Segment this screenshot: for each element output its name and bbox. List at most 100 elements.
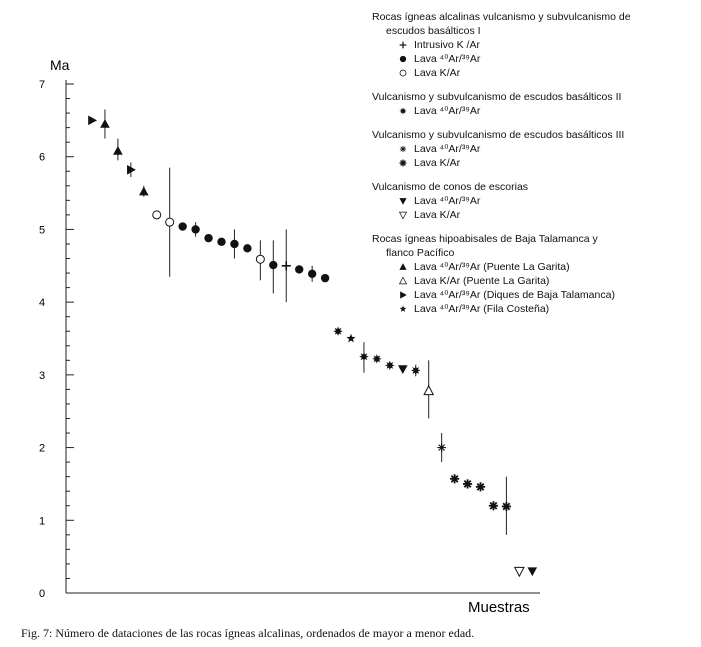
marker-filled-circle [295, 265, 304, 274]
data-point-20 [333, 326, 343, 337]
legend-title-line: escudos basálticos I [386, 25, 481, 37]
legend-entry-label: Lava ⁴⁰Ar/³⁹Ar [414, 105, 481, 117]
data-point-33 [501, 476, 511, 535]
marker-burst [385, 360, 395, 371]
legend-entry-label: Lava ⁴⁰Ar/³⁹Ar (Puente La Garita) [414, 261, 570, 273]
chart: 0 1 2 3 4 5 6 7 Ma Muestras [39, 57, 540, 615]
legend-entry-label: Intrusivo K /Ar [414, 39, 480, 51]
legend-entry: Lava K/Ar [372, 208, 692, 222]
data-point-5 [139, 185, 149, 197]
y-tick-label: 4 [39, 297, 45, 309]
asterisk-bold-icon [399, 159, 407, 167]
figure-caption: Fig. 7: Número de dataciones de las roca… [21, 626, 475, 640]
marker-open-triangle-down [513, 566, 525, 578]
data-point-15 [269, 240, 278, 294]
data-point-8 [178, 222, 187, 231]
star-icon [399, 305, 407, 312]
data-point-9 [191, 222, 200, 237]
legend-group-title: Rocas ígneas alcalinas vulcanismo y subv… [372, 10, 692, 38]
y-tick-label: 0 [39, 588, 45, 600]
open-triangle-down-icon [398, 211, 408, 220]
marker-burst [372, 354, 382, 364]
data-point-25 [398, 365, 408, 375]
marker-asterisk-bold [475, 482, 486, 492]
legend-group-title: Rocas ígneas hipoabisales de Baja Talama… [372, 232, 692, 260]
legend-entry: Lava ⁴⁰Ar/³⁹Ar (Puente La Garita) [372, 260, 692, 274]
legend-entry: Lava K/Ar (Puente La Garita) [372, 274, 692, 288]
marker-filled-circle [191, 225, 200, 234]
legend-title-line: Vulcanismo y subvulcanismo de escudos ba… [372, 91, 622, 103]
filled-circle-icon [399, 55, 407, 63]
data-point-18 [307, 265, 317, 282]
legend-entry-label: Lava K/Ar [414, 67, 461, 79]
plus-icon [399, 41, 407, 49]
legend-entry-label: Lava ⁴⁰Ar/³⁹Ar [414, 53, 481, 65]
legend-entry: Lava ⁴⁰Ar/³⁹Ar [372, 142, 692, 156]
data-point-14 [255, 240, 265, 281]
marker-filled-circle [178, 222, 187, 231]
data-point-34 [513, 566, 525, 578]
marker-open-circle [255, 254, 265, 264]
legend-entry: Lava ⁴⁰Ar/³⁹Ar (Fila Costeña) [372, 302, 692, 316]
legend-entry: Lava ⁴⁰Ar/³⁹Ar [372, 104, 692, 118]
data-point-30 [462, 479, 473, 489]
legend-group: Vulcanismo y subvulcanismo de escudos ba… [372, 90, 692, 118]
data-point-27 [423, 360, 435, 419]
marker-filled-circle [230, 239, 239, 249]
legend-entry: Intrusivo K /Ar [372, 38, 692, 52]
data-point-1 [88, 115, 97, 126]
legend-title-line: Vulcanismo y subvulcanismo de escudos ba… [372, 129, 625, 141]
data-point-28 [437, 433, 446, 463]
marker-filled-circle [204, 233, 213, 243]
data-point-11 [217, 237, 226, 246]
data-point-23 [372, 354, 382, 364]
data-point-32 [488, 501, 499, 511]
marker-open-circle [165, 217, 175, 227]
open-circle-icon [399, 69, 407, 77]
data-point-26 [410, 364, 421, 377]
data-point-16 [281, 229, 291, 303]
marker-burst [359, 351, 369, 362]
marker-filled-triangle-right [127, 165, 136, 175]
data-point-24 [385, 360, 395, 371]
y-tick-label: 2 [39, 443, 45, 455]
legend-entry-label: Lava K/Ar [414, 157, 461, 169]
marker-filled-circle [307, 269, 317, 278]
chart-legend: Rocas ígneas alcalinas vulcanismo y subv… [372, 10, 692, 326]
marker-filled-triangle-down [527, 567, 538, 577]
legend-entry: Lava K/Ar [372, 66, 692, 80]
data-point-29 [450, 474, 460, 484]
legend-group: Vulcanismo de conos de escorias Lava ⁴⁰Ar… [372, 180, 692, 222]
filled-triangle-right-icon [400, 291, 407, 299]
filled-triangle-up-icon [399, 263, 407, 270]
data-point-10 [204, 233, 213, 243]
marker-burst [333, 326, 343, 337]
legend-entry-label: Lava ⁴⁰Ar/³⁹Ar [414, 195, 481, 207]
legend-title-line: Rocas ígneas alcalinas vulcanismo y subv… [372, 11, 631, 23]
marker-plus [281, 261, 291, 271]
legend-entry: Lava ⁴⁰Ar/³⁹Ar [372, 194, 692, 208]
marker-star [346, 333, 356, 343]
y-tick-label: 3 [39, 370, 45, 382]
marker-filled-circle [320, 273, 330, 283]
legend-group: Rocas ígneas alcalinas vulcanismo y subv… [372, 10, 692, 80]
legend-entry-label: Lava ⁴⁰Ar/³⁹Ar (Fila Costeña) [414, 303, 550, 315]
y-tick-label: 7 [39, 79, 45, 91]
open-triangle-up-icon [398, 276, 408, 285]
y-tick-label: 1 [39, 515, 45, 527]
filled-triangle-down-icon [399, 198, 407, 205]
legend-entry-label: Lava ⁴⁰Ar/³⁹Ar (Diques de Baja Talamanca… [414, 289, 615, 301]
legend-title-line: Rocas ígneas hipoabisales de Baja Talama… [372, 233, 598, 245]
legend-title-line: Vulcanismo de conos de escorias [372, 181, 529, 193]
data-point-7 [165, 167, 175, 277]
legend-entry-label: Lava ⁴⁰Ar/³⁹Ar [414, 143, 481, 155]
legend-group: Rocas ígneas hipoabisales de Baja Talama… [372, 232, 692, 316]
marker-open-circle [152, 210, 162, 220]
y-axis-label: Ma [50, 57, 70, 73]
legend-entry-label: Lava K/Ar [414, 209, 461, 221]
marker-asterisk-bold [488, 501, 499, 511]
y-tick-label: 6 [39, 152, 45, 164]
data-point-12 [230, 229, 239, 259]
marker-filled-triangle-up [113, 145, 123, 155]
data-point-19 [320, 273, 330, 283]
